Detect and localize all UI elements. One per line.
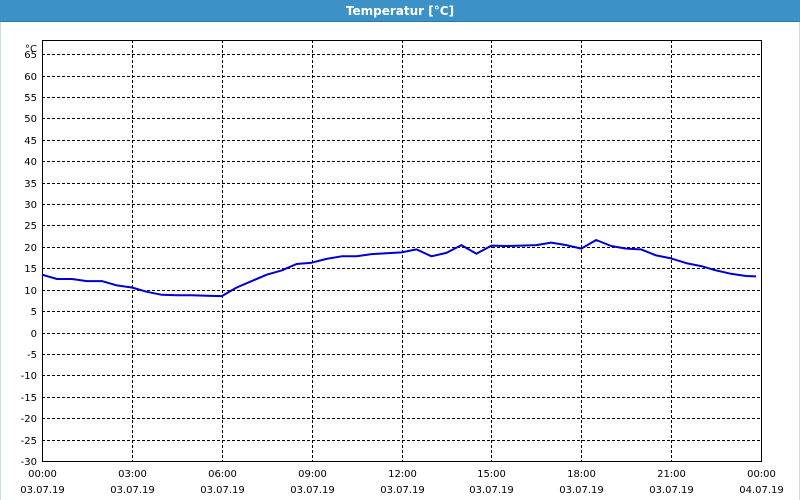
chart-frame: 65 60 55 50 45 40 35 30 25 20 15 10 5 0 -5 -10 -15 -20 -25…	[0, 22, 800, 500]
y-tick-label: 10	[24, 286, 37, 297]
x-tick-time: 21:00	[657, 469, 686, 480]
y-tick-label: -25	[21, 436, 37, 447]
y-tick-label: -30	[21, 457, 37, 468]
y-tick-label: 65	[24, 50, 37, 61]
y-tick-label: -20	[21, 414, 37, 425]
x-tick-date: 03.07.19	[469, 485, 514, 496]
y-tick-label: 15	[24, 264, 37, 275]
y-tick-label: 35	[24, 179, 37, 190]
y-tick-label: 0	[31, 329, 37, 340]
y-tick-label: 30	[24, 200, 37, 211]
x-tick-time: 00:00	[28, 469, 57, 480]
temperature-line-chart: 65605550454035302520151050-5-10-15-20-25…	[20, 40, 784, 496]
x-tick-time: 00:00	[747, 469, 776, 480]
y-tick-label: 20	[24, 243, 37, 254]
x-tick-time: 15:00	[477, 469, 506, 480]
x-tick-date: 04.07.19	[739, 485, 784, 496]
x-tick-time: 03:00	[118, 469, 147, 480]
x-tick-time: 09:00	[298, 469, 327, 480]
x-tick-date: 03.07.19	[380, 485, 425, 496]
window-title: Temperatur [°C]	[0, 0, 800, 22]
y-tick-label: -10	[21, 371, 37, 382]
x-tick-date: 03.07.19	[559, 485, 604, 496]
x-tick-date: 03.07.19	[20, 485, 65, 496]
x-tick-date: 03.07.19	[110, 485, 155, 496]
y-tick-label: 25	[24, 221, 37, 232]
y-tick-label: 40	[24, 157, 37, 168]
y-tick-label: 60	[24, 72, 37, 83]
x-tick-date: 03.07.19	[649, 485, 694, 496]
temperature-series-line	[41, 239, 757, 298]
y-tick-label: 45	[24, 136, 37, 147]
y-tick-label: -15	[21, 393, 37, 404]
y-tick-label: 55	[24, 93, 37, 104]
x-tick-time: 18:00	[567, 469, 596, 480]
y-axis-unit-label: °C	[25, 44, 37, 55]
y-tick-label: -5	[27, 350, 37, 361]
x-tick-date: 03.07.19	[200, 485, 245, 496]
x-tick-date: 03.07.19	[290, 485, 335, 496]
x-tick-time: 06:00	[208, 469, 237, 480]
plot-border	[42, 40, 762, 462]
x-tick-time: 12:00	[388, 469, 417, 480]
y-tick-label: 50	[24, 114, 37, 125]
y-tick-label: 5	[31, 307, 37, 318]
